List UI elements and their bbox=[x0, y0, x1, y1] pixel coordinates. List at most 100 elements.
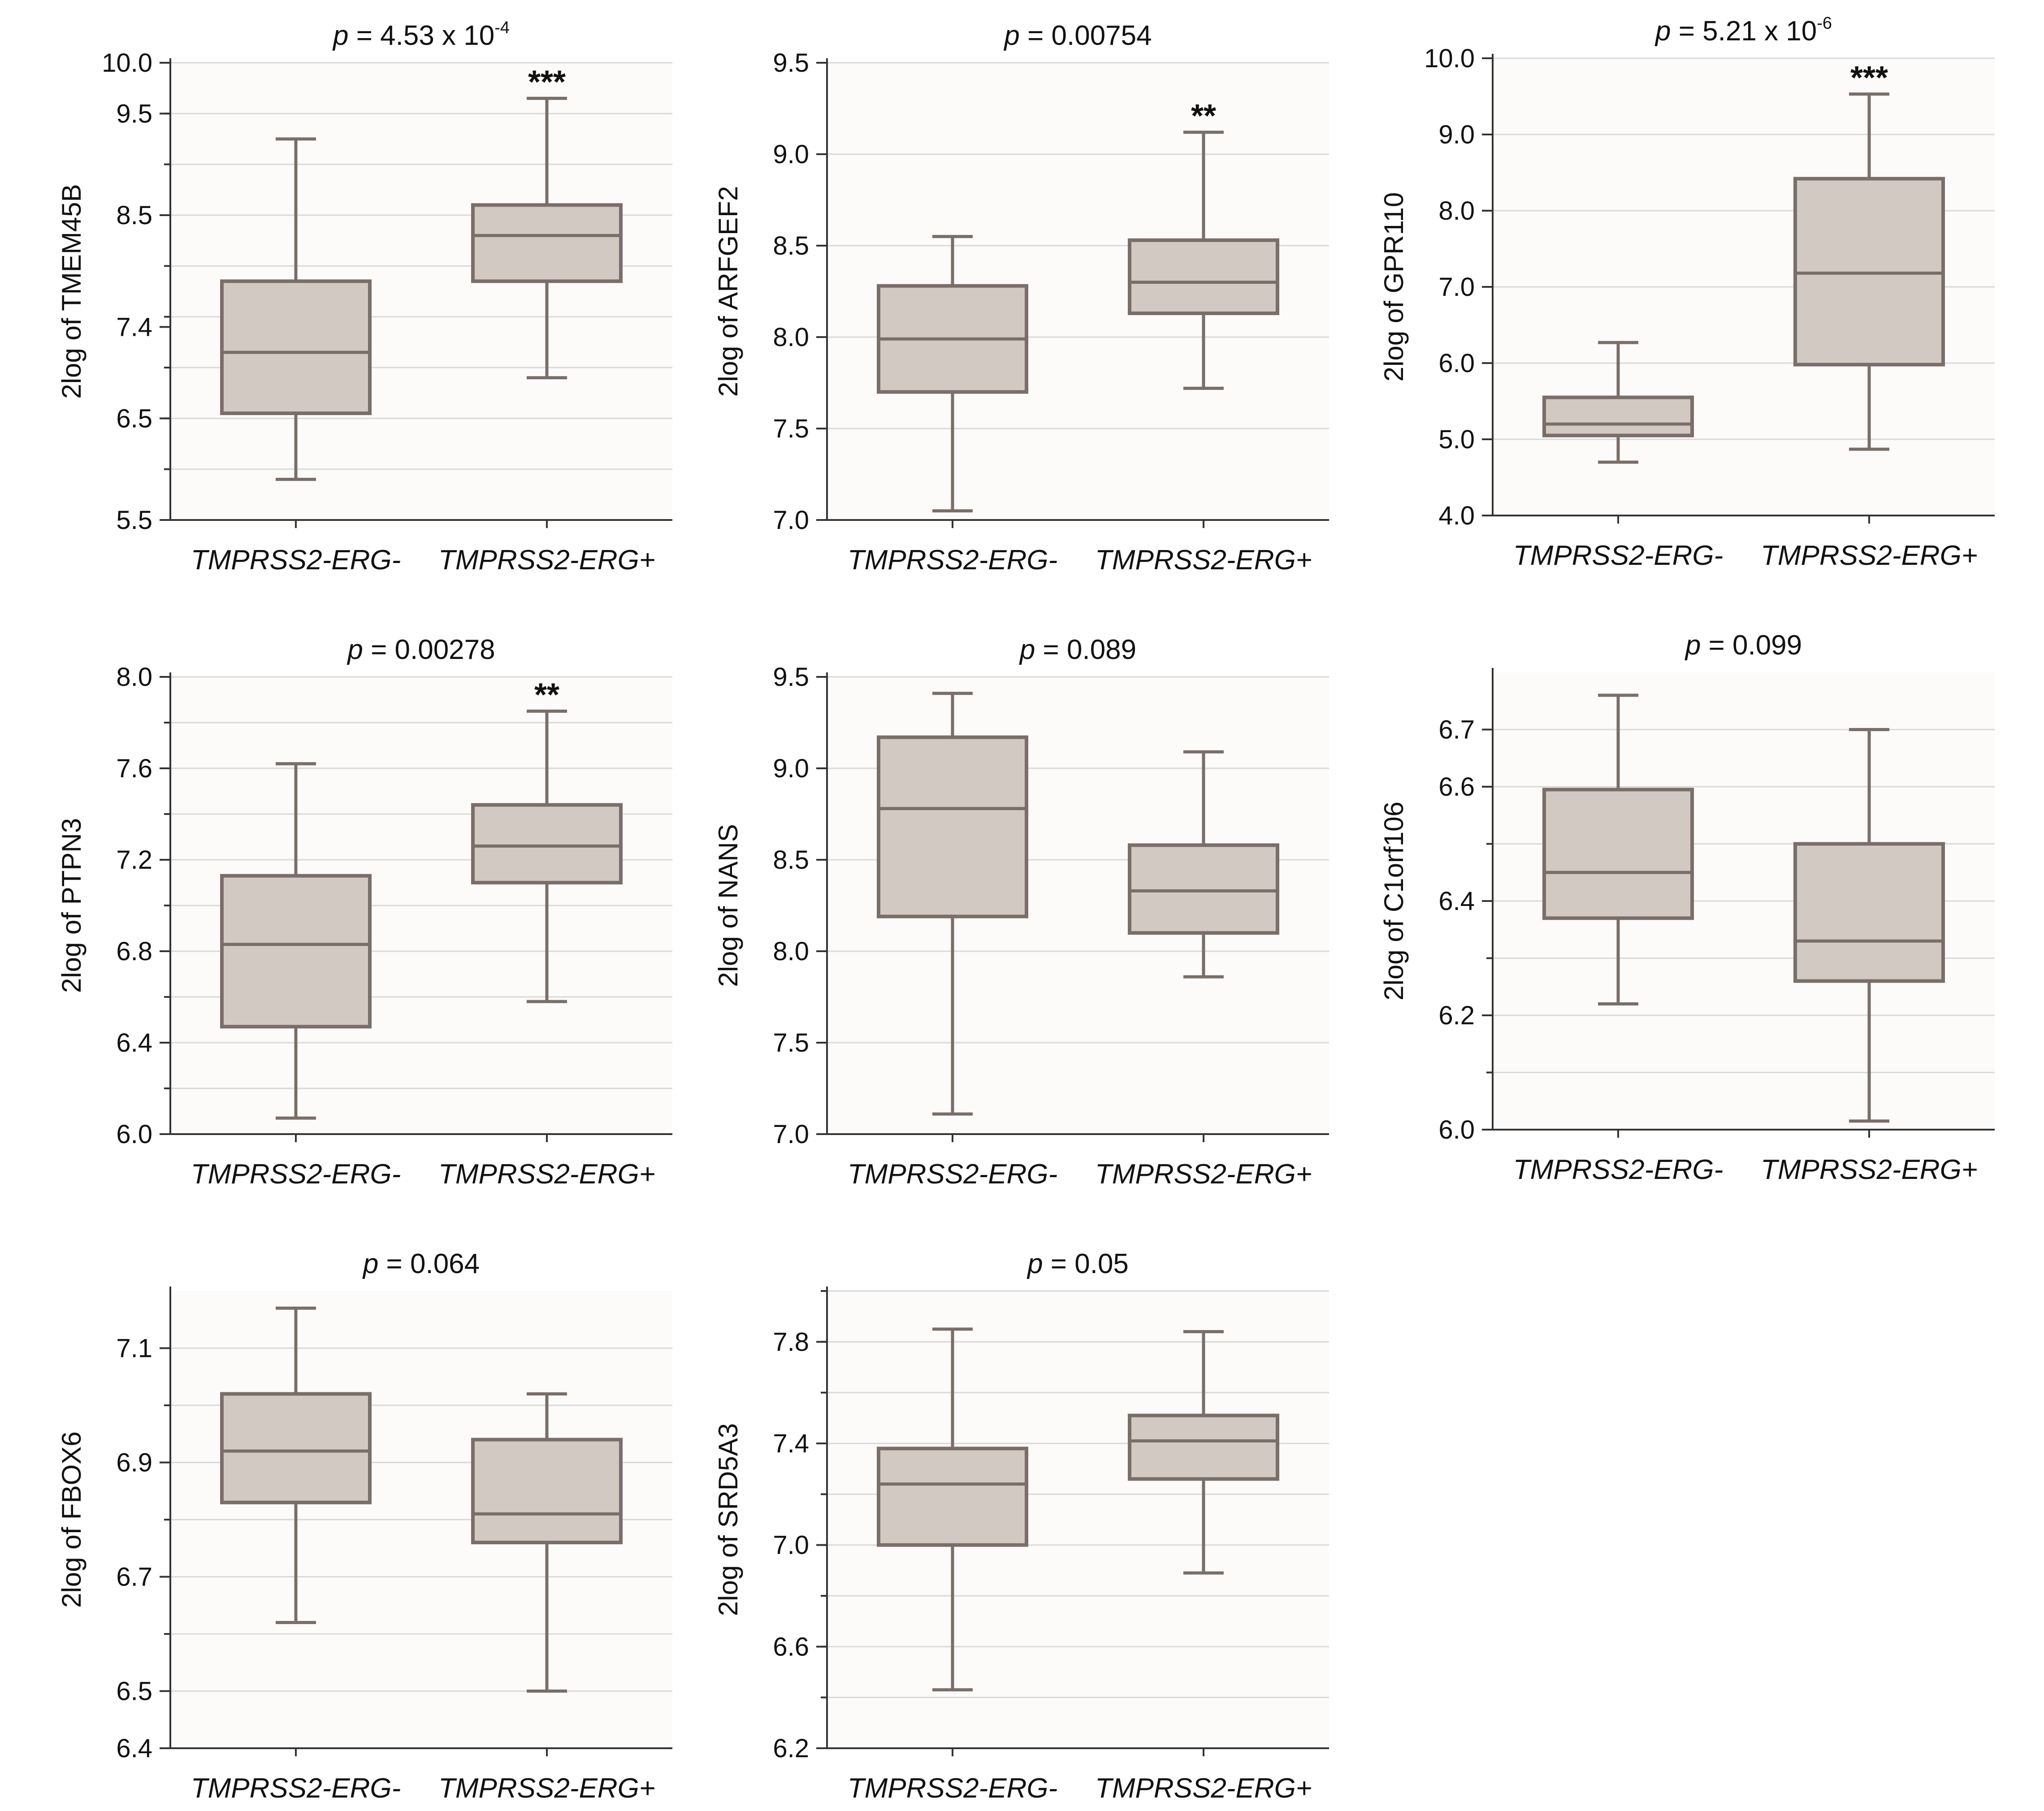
box-element bbox=[1128, 750, 1279, 979]
box-element bbox=[877, 1327, 1028, 1692]
y-tick-label: 10.0 bbox=[102, 48, 152, 78]
x-category-label: TMPRSS2-ERG+ bbox=[438, 1159, 655, 1190]
y-axis-title: 2log of PTPN3 bbox=[56, 818, 87, 993]
y-tick-label: 9.5 bbox=[773, 48, 809, 78]
iqr-box bbox=[877, 735, 1028, 918]
y-axis-title: 2log of SRD5A3 bbox=[713, 1423, 743, 1616]
y-tick-label: 6.7 bbox=[1438, 715, 1475, 745]
boxplot-panel: 6.2 6.6 7.0 7.4 7.8 2log of SRD5A3 p = 0.05 TMP… bbox=[713, 1248, 1329, 1804]
y-tick-label: 6.0 bbox=[1438, 349, 1475, 378]
x-category-label: TMPRSS2-ERG- bbox=[191, 1159, 401, 1190]
iqr-box bbox=[1793, 842, 1945, 983]
x-category-label: TMPRSS2-ERG- bbox=[848, 545, 1057, 576]
box-element bbox=[471, 1392, 623, 1693]
boxplot-panel: 7.0 7.5 8.0 8.5 9.0 9.5 2log of ARFGEF2 p = 0.0… bbox=[713, 20, 1329, 576]
y-tick-label: 9.0 bbox=[773, 140, 809, 169]
iqr-box bbox=[877, 1447, 1028, 1547]
significance-stars: ** bbox=[534, 677, 559, 713]
y-tick-label: 6.0 bbox=[1438, 1115, 1475, 1144]
y-tick-label: 7.0 bbox=[1438, 273, 1475, 302]
y-tick-label: 6.4 bbox=[1438, 887, 1475, 916]
x-category-label: TMPRSS2-ERG+ bbox=[1095, 1773, 1312, 1804]
y-tick-label: 8.5 bbox=[773, 845, 809, 875]
significance-stars: ** bbox=[1191, 98, 1216, 134]
box-element bbox=[1793, 92, 1945, 451]
iqr-box bbox=[220, 1392, 372, 1504]
x-category-label: TMPRSS2-ERG+ bbox=[1095, 545, 1312, 576]
box-element bbox=[220, 137, 372, 481]
iqr-box bbox=[1128, 1413, 1279, 1481]
y-tick-label: 5.0 bbox=[1438, 425, 1475, 454]
boxplot-panel: 4.0 5.0 6.0 7.0 8.0 9.0 10.0 2log of GPR110 p = … bbox=[1379, 14, 1995, 571]
p-value-title: p = 5.21 x 10-6 bbox=[1654, 14, 1832, 47]
y-tick-label: 6.2 bbox=[773, 1734, 809, 1763]
y-tick-label: 6.4 bbox=[116, 1734, 152, 1763]
boxplot-panel: 6.0 6.4 6.8 7.2 7.6 8.0 2log of PTPN3 p = 0.002… bbox=[56, 634, 672, 1190]
boxplot-panel: 7.0 7.5 8.0 8.5 9.0 9.5 2log of NANS p = 0.089 T… bbox=[713, 634, 1329, 1190]
y-tick-label: 7.2 bbox=[116, 845, 152, 875]
y-tick-label: 7.5 bbox=[773, 414, 809, 443]
box-element bbox=[1793, 728, 1945, 1123]
p-value-title: p = 0.00754 bbox=[1003, 20, 1152, 51]
iqr-box bbox=[471, 803, 623, 884]
box-element bbox=[877, 692, 1028, 1116]
y-tick-label: 7.4 bbox=[116, 312, 152, 342]
box-element bbox=[1542, 341, 1694, 464]
y-tick-label: 7.4 bbox=[773, 1429, 809, 1458]
y-axis-title: 2log of NANS bbox=[713, 824, 743, 987]
y-tick-label: 8.0 bbox=[116, 663, 152, 692]
y-tick-label: 8.5 bbox=[116, 201, 152, 230]
iqr-box bbox=[1542, 395, 1694, 438]
boxplot-panel: 6.0 6.2 6.4 6.6 6.7 2log of C1orf106 p = 0.099… bbox=[1379, 630, 1995, 1185]
y-tick-label: 4.0 bbox=[1438, 501, 1475, 530]
y-tick-label: 6.4 bbox=[116, 1028, 152, 1057]
boxplot-panel: 6.4 6.5 6.7 6.9 7.1 2log of FBOX6 p = 0.064 TMP… bbox=[56, 1248, 672, 1804]
iqr-box bbox=[1128, 843, 1279, 935]
p-value-title: p = 0.00278 bbox=[346, 634, 495, 665]
y-tick-label: 9.5 bbox=[116, 99, 152, 128]
y-tick-label: 9.5 bbox=[773, 663, 809, 692]
y-tick-label: 9.0 bbox=[773, 754, 809, 783]
y-tick-label: 6.0 bbox=[116, 1120, 152, 1149]
p-value-title: p = 0.099 bbox=[1685, 630, 1802, 661]
box-element bbox=[471, 710, 623, 1003]
p-value-title: p = 0.05 bbox=[1026, 1248, 1129, 1279]
y-tick-label: 8.5 bbox=[773, 231, 809, 260]
x-category-label: TMPRSS2-ERG- bbox=[848, 1773, 1057, 1804]
x-category-label: TMPRSS2-ERG+ bbox=[1761, 1154, 1978, 1185]
significance-stars: *** bbox=[1850, 60, 1888, 96]
x-category-label: TMPRSS2-ERG+ bbox=[1761, 540, 1978, 571]
y-axis-title: 2log of FBOX6 bbox=[56, 1431, 87, 1608]
x-category-label: TMPRSS2-ERG+ bbox=[438, 1773, 655, 1804]
y-tick-label: 8.0 bbox=[773, 323, 809, 352]
box-element bbox=[471, 96, 623, 380]
p-value-title: p = 0.064 bbox=[362, 1248, 480, 1279]
iqr-box bbox=[471, 203, 623, 283]
y-tick-label: 6.7 bbox=[116, 1563, 152, 1592]
y-tick-label: 8.0 bbox=[1438, 196, 1475, 225]
iqr-box bbox=[1542, 788, 1694, 920]
box-element bbox=[1542, 693, 1694, 1005]
x-category-label: TMPRSS2-ERG+ bbox=[1095, 1159, 1312, 1190]
box-element bbox=[1128, 130, 1279, 390]
y-tick-label: 6.5 bbox=[116, 404, 152, 433]
x-category-label: TMPRSS2-ERG+ bbox=[438, 545, 655, 576]
significance-stars: *** bbox=[528, 64, 566, 100]
y-tick-label: 7.1 bbox=[116, 1334, 152, 1363]
y-tick-label: 6.2 bbox=[1438, 1001, 1475, 1030]
y-tick-label: 7.5 bbox=[773, 1028, 809, 1057]
y-tick-label: 7.0 bbox=[773, 1531, 809, 1560]
y-axis-title: 2log of ARFGEF2 bbox=[713, 186, 743, 397]
y-tick-label: 6.8 bbox=[116, 937, 152, 966]
x-category-label: TMPRSS2-ERG- bbox=[191, 1773, 401, 1804]
iqr-box bbox=[220, 279, 372, 415]
y-tick-label: 7.6 bbox=[116, 754, 152, 783]
y-tick-label: 7.0 bbox=[773, 1120, 809, 1149]
box-element bbox=[220, 1306, 372, 1624]
box-element bbox=[1128, 1330, 1279, 1575]
box-element bbox=[220, 762, 372, 1120]
y-tick-label: 6.6 bbox=[773, 1632, 809, 1661]
y-tick-label: 6.9 bbox=[116, 1448, 152, 1477]
x-category-label: TMPRSS2-ERG- bbox=[191, 545, 401, 576]
